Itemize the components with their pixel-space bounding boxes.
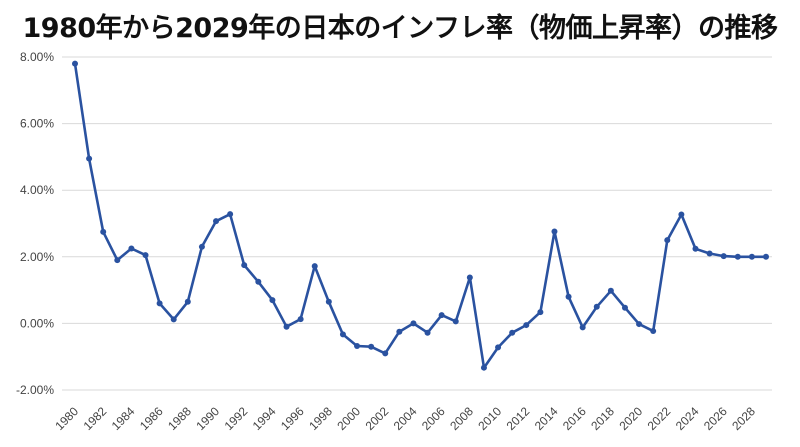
data-point — [509, 329, 516, 336]
x-tick-label: 1998 — [306, 404, 335, 433]
data-point — [424, 329, 431, 336]
data-point — [255, 278, 262, 285]
data-point — [692, 245, 699, 252]
x-tick-label: 2014 — [532, 404, 561, 433]
x-tick-label: 2012 — [504, 404, 533, 433]
data-point — [678, 211, 685, 218]
data-point — [706, 250, 713, 257]
data-point — [452, 318, 459, 325]
y-tick-label: 4.00% — [20, 183, 54, 197]
data-point — [523, 322, 530, 329]
data-point — [565, 293, 572, 300]
data-point — [579, 324, 586, 331]
data-point — [297, 316, 304, 323]
chart-title: 1980年から2029年の日本のインフレ率（物価上昇率）の推移 — [22, 13, 778, 44]
y-tick-label: 6.00% — [20, 117, 54, 131]
x-tick-label: 1988 — [165, 404, 194, 433]
data-point — [720, 253, 727, 260]
data-point — [227, 211, 234, 218]
data-point — [128, 245, 135, 252]
x-tick-label: 2020 — [616, 404, 645, 433]
x-tick-label: 2026 — [701, 404, 730, 433]
data-point — [325, 298, 332, 305]
data-point — [396, 328, 403, 335]
data-point — [170, 316, 177, 323]
data-point — [664, 237, 671, 244]
data-point — [551, 228, 558, 235]
x-tick-label: 1996 — [278, 404, 307, 433]
x-tick-label: 1992 — [222, 404, 251, 433]
x-tick-label: 1980 — [52, 404, 81, 433]
x-tick-label: 2002 — [363, 404, 392, 433]
x-tick-label: 1982 — [81, 404, 110, 433]
data-point — [621, 304, 628, 311]
data-point — [410, 320, 417, 327]
data-point — [198, 243, 205, 250]
x-tick-label: 2006 — [419, 404, 448, 433]
data-point — [354, 343, 361, 350]
data-point — [466, 274, 473, 281]
data-point — [156, 300, 163, 307]
x-tick-label: 2004 — [391, 404, 420, 433]
data-point — [748, 253, 755, 260]
data-point — [213, 218, 220, 225]
y-tick-label: 0.00% — [20, 316, 54, 330]
data-point — [438, 312, 445, 319]
data-point — [382, 350, 389, 357]
data-point — [763, 253, 769, 260]
data-point — [537, 309, 544, 316]
x-tick-label: 1994 — [250, 404, 279, 433]
series-line — [73, 63, 766, 370]
x-tick-label: 1986 — [137, 404, 166, 433]
data-point — [114, 257, 121, 264]
data-point — [607, 287, 614, 294]
data-point — [86, 155, 93, 162]
x-tick-label: 2016 — [560, 404, 589, 433]
data-point — [368, 343, 375, 350]
data-point — [142, 252, 149, 259]
data-point — [72, 60, 78, 67]
data-point — [636, 321, 643, 328]
y-tick-label: -2.00% — [16, 383, 54, 397]
x-tick-label: 2010 — [475, 404, 504, 433]
data-point — [184, 298, 191, 305]
x-tick-label: 2018 — [588, 404, 617, 433]
x-tick-label: 2024 — [673, 404, 702, 433]
data-point — [339, 331, 346, 338]
x-tick-label: 2022 — [645, 404, 674, 433]
y-tick-label: 2.00% — [20, 250, 54, 264]
data-point — [734, 253, 741, 260]
y-tick-label: 8.00% — [20, 50, 54, 64]
data-point — [269, 297, 276, 304]
data-point — [480, 364, 487, 371]
data-point — [283, 323, 290, 330]
data-point — [100, 228, 107, 235]
x-tick-label: 2028 — [729, 404, 758, 433]
x-tick-label: 2000 — [334, 404, 363, 433]
data-point — [593, 303, 600, 310]
x-tick-label: 1990 — [193, 404, 222, 433]
data-point — [650, 328, 657, 335]
data-point — [311, 263, 318, 270]
data-point — [495, 344, 502, 351]
data-point — [241, 262, 248, 269]
x-tick-label: 2008 — [447, 404, 476, 433]
x-tick-label: 1984 — [109, 404, 138, 433]
